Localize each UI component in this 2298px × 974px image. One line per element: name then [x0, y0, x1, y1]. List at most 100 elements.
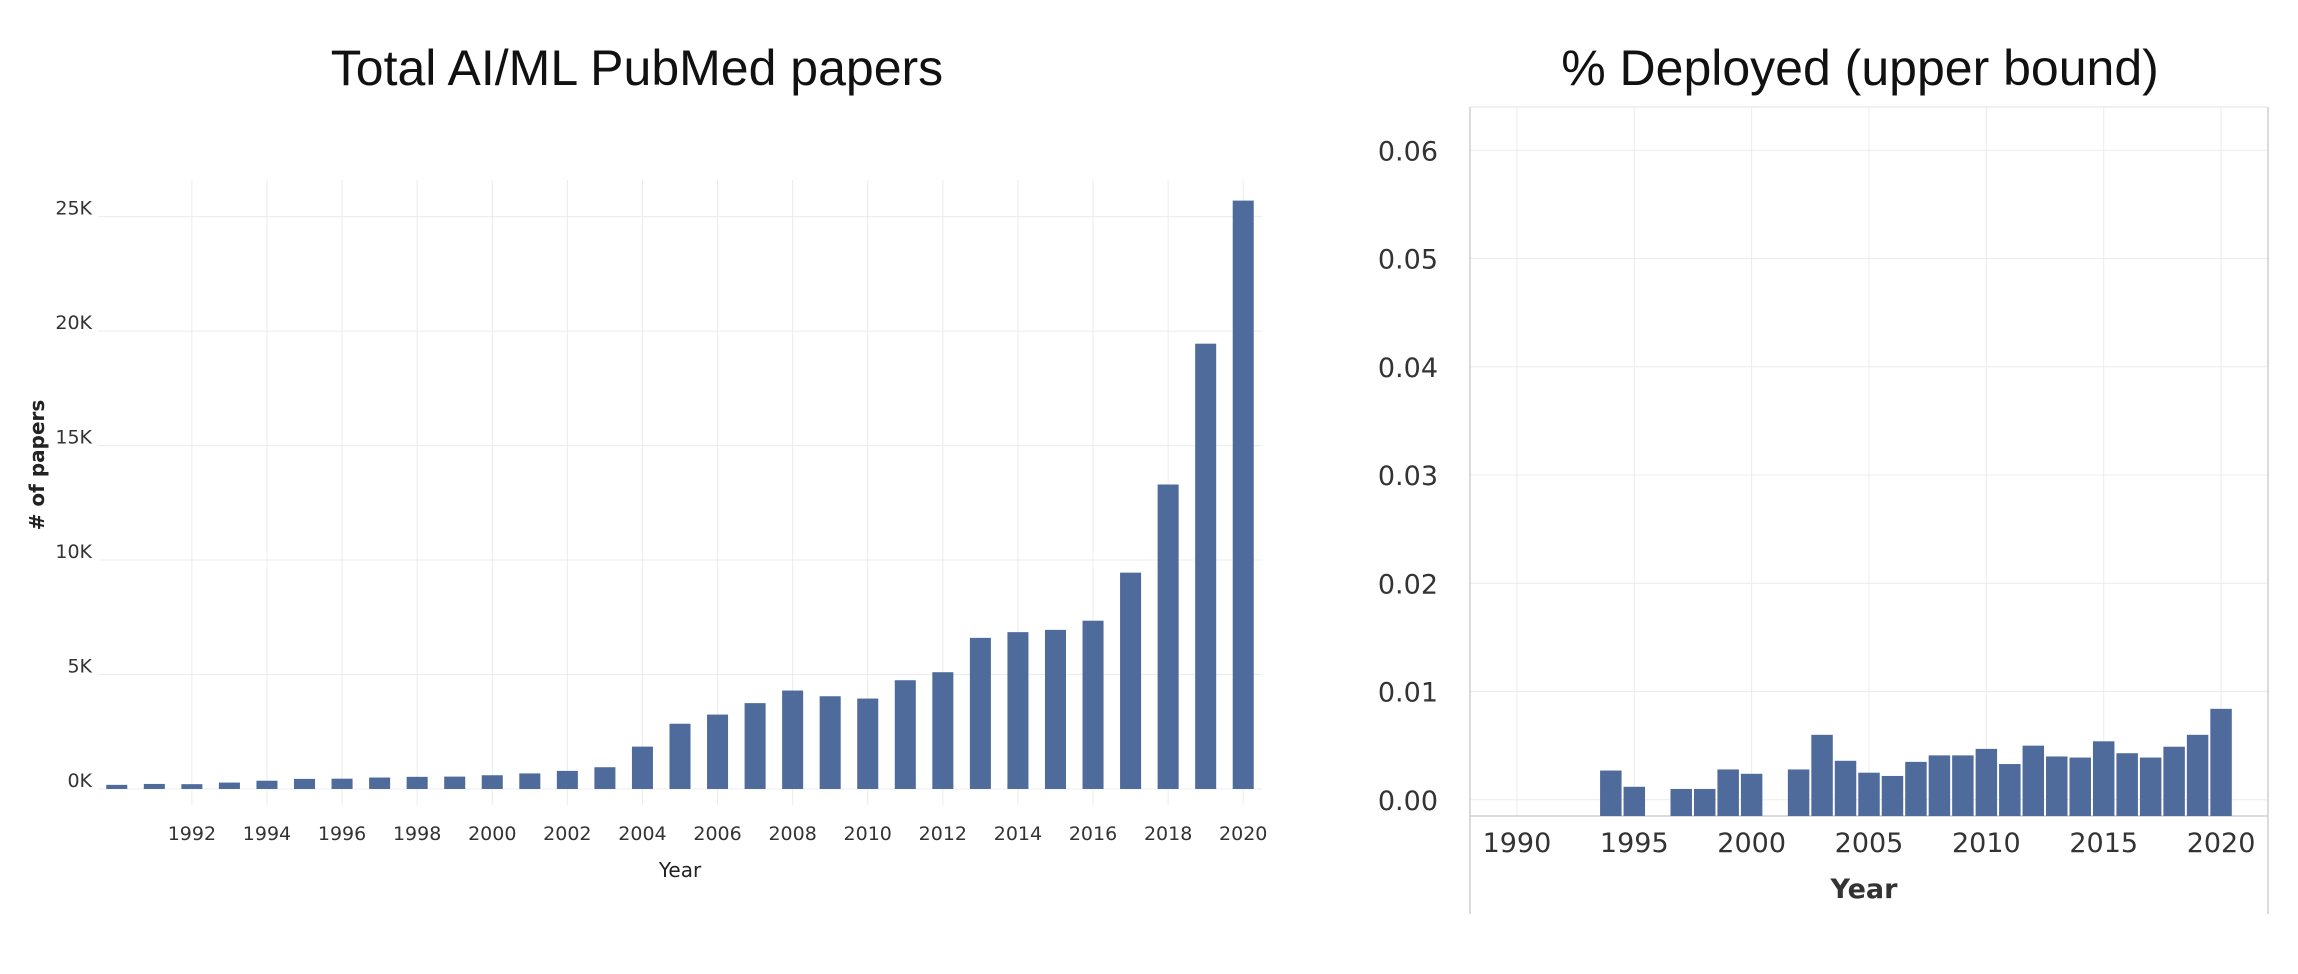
chart1-bar-2004	[631, 746, 653, 789]
chart1-bar-2012	[932, 672, 954, 789]
chart1-x-tick-label: 2020	[1219, 823, 1267, 845]
chart2-y-tick-label: 0.03	[1378, 461, 1438, 492]
chart1-bar-2020	[1232, 200, 1254, 789]
chart2-bar-2007	[1905, 761, 1927, 816]
chart1-bar-2006	[707, 714, 729, 789]
chart2-bar-2017	[2139, 757, 2162, 816]
chart1-bar-2015	[1044, 629, 1066, 789]
chart2-bar-2012	[2022, 745, 2045, 816]
chart1-x-tick-label: 2010	[844, 823, 892, 845]
chart2-title: % Deployed (upper bound)	[1561, 40, 2159, 96]
chart2-bar-2014	[2069, 757, 2091, 816]
chart2-bar-2005	[1858, 772, 1880, 816]
chart1-x-tick-label: 2014	[994, 823, 1042, 845]
chart1-bar-2013	[969, 637, 991, 789]
chart1-x-tick-label: 1994	[243, 823, 291, 845]
chart2-bar-2011	[1999, 764, 2021, 816]
chart2-bar-2013	[2046, 756, 2068, 816]
chart1-x-tick-label: 2006	[693, 823, 741, 845]
chart1-grid	[98, 180, 1262, 805]
chart2-bar-2016	[2116, 753, 2138, 816]
chart1-x-tick-label: 1992	[168, 823, 216, 845]
chart1-bar-2003	[594, 767, 616, 789]
chart1-x-tick-label: 2004	[618, 823, 666, 845]
chart1-bar-1993	[218, 782, 240, 789]
chart1-x-tick-label: 2012	[919, 823, 967, 845]
chart1-x-ticks: 1992 1994 1996 1998 2000 2002 2004 2006 2008 2010…	[168, 823, 1268, 845]
chart2-x-tick-label: 1990	[1483, 828, 1552, 859]
chart1-bar-1998	[406, 776, 428, 789]
chart1-x-tick-label: 2000	[468, 823, 516, 845]
chart2-grid	[1470, 107, 2268, 816]
chart2-bar-2003	[1811, 734, 1833, 816]
chart1-bar-1994	[256, 780, 278, 789]
chart1-x-tick-label: 2002	[543, 823, 591, 845]
chart2-bar-1994	[1600, 770, 1622, 816]
chart1-bar-2001	[519, 773, 541, 789]
chart1-bars	[106, 200, 1254, 789]
chart1-bar-2002	[556, 770, 578, 789]
chart2-y-ticks: 0.00 0.01 0.02 0.03 0.04 0.05 0.06	[1378, 136, 1438, 816]
chart1-y-tick-label: 25K	[55, 198, 92, 220]
chart2-bar-2000	[1740, 773, 1763, 816]
chart1-bar-2011	[894, 680, 916, 789]
chart2-bar-2006	[1881, 775, 1904, 816]
chart1-bar-2016	[1082, 620, 1104, 789]
chart2-bar-2015	[2092, 741, 2115, 816]
chart1-y-tick-label: 15K	[55, 427, 92, 449]
chart2-x-tick-label: 2020	[2187, 828, 2256, 859]
chart1-bar-1996	[331, 778, 353, 789]
chart2-bar-2008	[1928, 755, 1951, 816]
chart2-bar-1997	[1670, 788, 1692, 816]
chart1-bar-2014	[1007, 632, 1029, 789]
chart2-y-tick-label: 0.06	[1378, 136, 1438, 167]
chart1-y-ticks: 0K 5K 10K 15K 20K 25K	[55, 198, 92, 792]
chart1-y-tick-label: 10K	[55, 541, 92, 563]
chart2-y-tick-label: 0.00	[1378, 786, 1438, 817]
chart2-y-tick-label: 0.01	[1378, 678, 1438, 709]
chart1-bar-2009	[819, 696, 841, 789]
chart1-bar-2010	[857, 698, 879, 789]
chart2-x-ticks: 1990 1995 2000 2005 2010 2015 2020	[1483, 828, 2256, 859]
chart1-x-tick-label: 2016	[1069, 823, 1117, 845]
chart2-y-tick-label: 0.04	[1378, 353, 1438, 384]
chart2-bar-2004	[1834, 760, 1857, 816]
chart1-title: Total AI/ML PubMed papers	[331, 40, 943, 96]
chart1-bar-1999	[444, 776, 466, 789]
chart2-bar-1999	[1717, 769, 1739, 816]
chart1-bar-2018	[1157, 484, 1179, 789]
chart2-y-tick-label: 0.05	[1378, 245, 1438, 276]
chart1-bar-1990	[106, 784, 128, 789]
chart1-x-tick-label: 2018	[1144, 823, 1192, 845]
chart1-bar-2000	[481, 775, 503, 789]
chart1-x-label: Year	[658, 858, 702, 882]
chart2-x-tick-label: 2015	[2069, 828, 2138, 859]
chart1-y-tick-label: 0K	[67, 770, 92, 792]
chart2-bar-1998	[1693, 788, 1716, 816]
chart2-y-tick-label: 0.02	[1378, 569, 1438, 600]
chart2-bar-2010	[1975, 748, 1998, 816]
chart1-x-tick-label: 1998	[393, 823, 441, 845]
chart1-x-tick-label: 2008	[768, 823, 816, 845]
chart2-x-label: Year	[1830, 874, 1899, 905]
chart2-bars	[1600, 708, 2232, 816]
papers-chart: Total AI/ML PubMed papers 0K 5K 10K 15K 20K 2…	[25, 40, 1267, 882]
chart2-x-tick-label: 2000	[1717, 828, 1786, 859]
chart2-bar-2002	[1787, 769, 1810, 816]
chart1-bar-1992	[181, 784, 203, 789]
chart1-y-tick-label: 20K	[55, 312, 92, 334]
chart1-bar-1997	[369, 777, 391, 789]
chart2-bar-2019	[2186, 734, 2209, 816]
chart1-bar-2019	[1195, 343, 1217, 789]
chart2-x-tick-label: 1995	[1600, 828, 1669, 859]
chart2-bar-1995	[1623, 786, 1646, 816]
chart2-bar-2018	[2163, 746, 2185, 816]
chart1-bar-1995	[294, 778, 316, 789]
chart1-bar-2017	[1120, 572, 1142, 789]
chart2-bar-2020	[2210, 708, 2232, 816]
chart1-y-label: # of papers	[25, 400, 49, 531]
chart1-bar-2007	[744, 703, 766, 789]
chart2-bar-2009	[1952, 755, 1974, 816]
deployed-chart: % Deployed (upper bound) 0.000.010.020.0…	[1378, 40, 2269, 914]
